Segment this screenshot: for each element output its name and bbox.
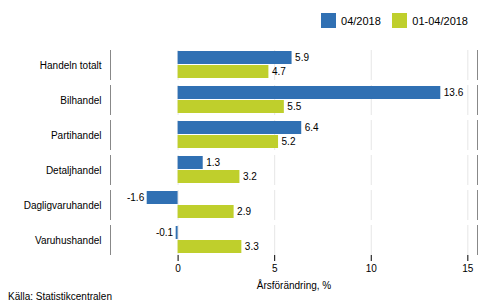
svg-text:Bilhandel: Bilhandel	[60, 94, 101, 105]
svg-text:6.4: 6.4	[305, 122, 319, 133]
svg-text:5.2: 5.2	[282, 136, 296, 147]
svg-text:3.3: 3.3	[245, 241, 259, 252]
svg-text:1.3: 1.3	[206, 157, 220, 168]
svg-text:5.9: 5.9	[295, 52, 309, 63]
svg-text:Dagligvaruhandel: Dagligvaruhandel	[24, 199, 102, 210]
svg-text:Detaljhandel: Detaljhandel	[46, 164, 102, 175]
svg-text:-1.6: -1.6	[127, 192, 145, 203]
svg-text:Årsförändring, %: Årsförändring, %	[257, 278, 332, 290]
svg-text:5.5: 5.5	[287, 101, 301, 112]
svg-text:2.9: 2.9	[237, 206, 251, 217]
svg-text:Handeln totalt: Handeln totalt	[40, 59, 102, 70]
html-text:01-04/2018: 01-04/2018	[412, 14, 468, 27]
svg-text:3.2: 3.2	[243, 171, 257, 182]
html-text:04/2018: 04/2018	[341, 14, 381, 27]
svg-text:5: 5	[272, 262, 278, 273]
svg-text:-0.1: -0.1	[156, 227, 174, 238]
svg-text:15: 15	[462, 262, 474, 273]
html-text:Källa: Statistikcentralen: Källa: Statistikcentralen	[8, 290, 112, 302]
svg-text:4.7: 4.7	[272, 66, 286, 77]
svg-text:Partihandel: Partihandel	[51, 129, 102, 140]
svg-text:10: 10	[366, 262, 378, 273]
svg-text:13.6: 13.6	[444, 87, 464, 98]
svg-text:Varuhushandel: Varuhushandel	[35, 234, 102, 245]
svg-text:0: 0	[175, 262, 181, 273]
